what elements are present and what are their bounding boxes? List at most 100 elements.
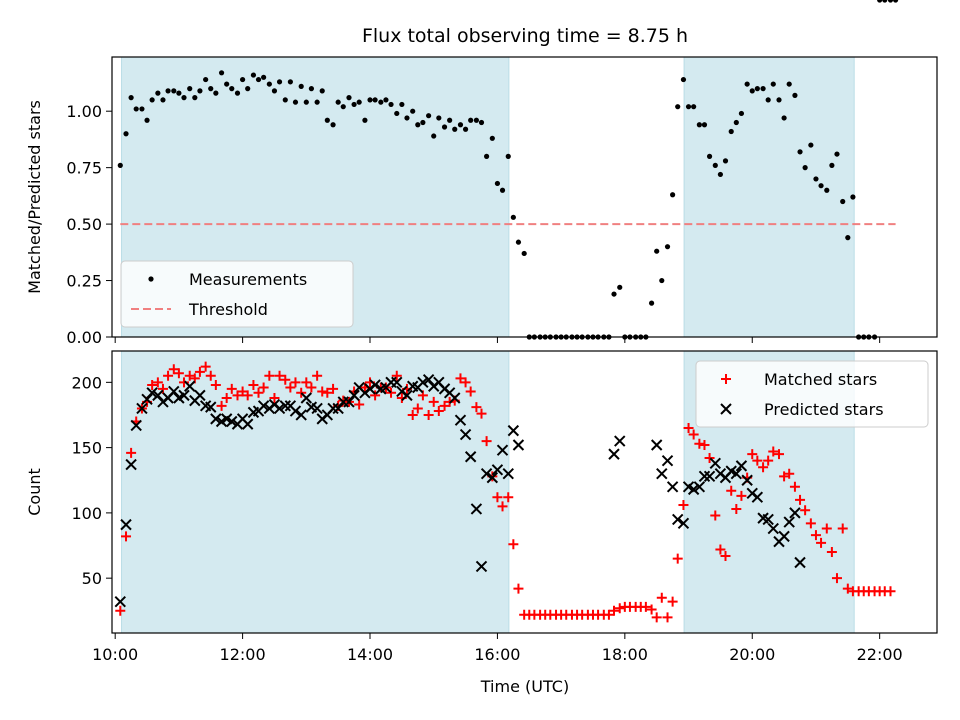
predicted-stars-point xyxy=(794,556,806,569)
predicted-stars-point xyxy=(120,518,132,531)
predicted-stars-point xyxy=(289,405,302,417)
measurements-point xyxy=(324,117,330,123)
matched-stars-point xyxy=(736,490,747,501)
predicted-stars-point xyxy=(730,468,743,480)
measurements-point xyxy=(648,300,655,306)
predicted-stars-point xyxy=(767,522,779,535)
matched-stars-point xyxy=(455,373,466,384)
measurements-point xyxy=(659,277,665,284)
measurements-point xyxy=(388,101,394,108)
measurements-point xyxy=(192,95,198,101)
measurements-point xyxy=(882,0,888,3)
measurements-point xyxy=(505,153,511,159)
matched-stars-point xyxy=(178,377,189,388)
predicted-stars-point xyxy=(327,402,339,415)
predicted-stars-point xyxy=(480,468,493,480)
y-tick-label: 150 xyxy=(71,439,102,458)
matched-stars-point xyxy=(513,583,524,594)
matched-stars-point xyxy=(672,553,683,564)
matched-stars-point xyxy=(269,393,280,403)
predicted-stars-point xyxy=(257,400,270,412)
measurements-point xyxy=(617,284,623,290)
matched-stars-point xyxy=(646,604,657,615)
matched-stars-point xyxy=(264,370,275,381)
measurements-point xyxy=(850,194,856,200)
measurements-point xyxy=(840,198,846,205)
matched-stars-point xyxy=(821,523,832,534)
legend-measurements-swatch xyxy=(148,276,154,282)
measurements-point xyxy=(128,95,134,101)
predicted-stars-point xyxy=(454,414,467,426)
legend-threshold-label: Threshold xyxy=(188,300,268,319)
measurements-point xyxy=(722,158,729,164)
predicted-stars-point xyxy=(348,389,360,402)
predicted-stars-point xyxy=(783,516,795,528)
measurements-point xyxy=(776,97,782,103)
predicted-stars-point xyxy=(703,470,716,483)
matched-stars-point xyxy=(678,500,689,511)
measurements-point xyxy=(276,79,283,85)
matched-stars-point xyxy=(242,390,253,401)
count-y-axis-label: Count xyxy=(25,468,44,516)
matched-stars-point xyxy=(126,447,137,458)
matched-stars-point xyxy=(747,449,758,460)
matched-stars-point xyxy=(831,573,842,584)
matched-stars-point xyxy=(152,377,163,388)
matched-stars-point xyxy=(768,446,779,457)
measurements-point xyxy=(155,90,161,96)
y-tick-label: 1.00 xyxy=(66,102,102,121)
measurements-point xyxy=(499,187,506,193)
predicted-stars-point xyxy=(178,389,190,402)
matched-stars-point xyxy=(763,455,774,466)
matched-stars-point xyxy=(322,387,333,398)
predicted-stars-point xyxy=(470,503,483,515)
measurements-point xyxy=(208,86,214,92)
count-legend: Matched stars Predicted stars xyxy=(695,360,929,428)
measurements-point xyxy=(330,122,336,128)
matched-stars-point xyxy=(428,396,439,407)
legend-matched-stars-label: Matched stars xyxy=(764,370,877,389)
legend-box xyxy=(695,360,929,428)
measurements-point xyxy=(378,99,384,105)
measurements-point xyxy=(478,119,485,126)
measurements-point xyxy=(892,0,899,3)
matched-stars-point xyxy=(433,406,444,417)
measurements-point xyxy=(457,122,464,128)
measurements-point xyxy=(356,99,362,105)
predicted-stars-point xyxy=(656,468,668,480)
measurements-point xyxy=(468,117,474,123)
matched-stars-point xyxy=(460,377,471,388)
measurements-point xyxy=(431,133,437,139)
predicted-stars-point xyxy=(146,387,158,399)
predicted-stars-point xyxy=(273,402,286,415)
predicted-stars-point xyxy=(666,481,679,493)
predicted-stars-point xyxy=(311,402,323,415)
matched-stars-point xyxy=(121,531,132,542)
measurements-point xyxy=(394,110,400,117)
predicted-stars-point xyxy=(677,517,690,530)
predicted-stars-point xyxy=(300,392,313,404)
matched-stars-point xyxy=(205,370,216,381)
ratio-panel-frame xyxy=(111,56,938,338)
measurements-point xyxy=(404,115,410,121)
measurements-point xyxy=(489,135,495,141)
matched-stars-point xyxy=(720,550,731,561)
predicted-stars-point xyxy=(464,451,477,463)
matched-stars-point xyxy=(614,603,625,614)
measurements-point xyxy=(149,97,155,103)
measurements-point xyxy=(797,149,803,155)
predicted-stars-point xyxy=(130,419,142,432)
measurements-point xyxy=(367,97,373,103)
measurements-point xyxy=(786,81,792,87)
measurements-point xyxy=(521,250,527,257)
measurements-point xyxy=(399,101,405,108)
matched-stars-point xyxy=(795,494,806,505)
measurements-point xyxy=(266,81,272,87)
measurements-point xyxy=(664,244,671,250)
matched-stars-point xyxy=(667,596,678,607)
measurements-point xyxy=(770,81,776,87)
predicted-stars-point xyxy=(168,385,180,398)
matched-stars-point xyxy=(280,374,291,385)
matched-stars-point xyxy=(640,601,651,612)
y-tick-label: 100 xyxy=(71,504,102,523)
